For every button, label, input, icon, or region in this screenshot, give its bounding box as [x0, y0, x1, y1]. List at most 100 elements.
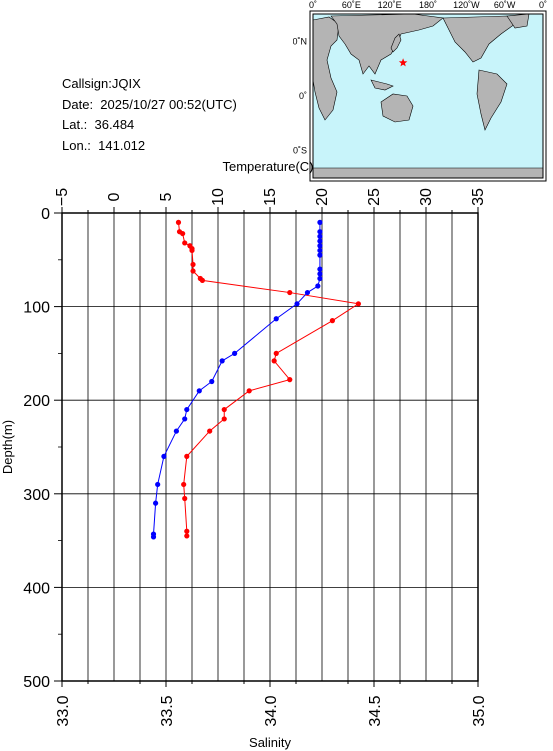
map-land	[312, 13, 544, 179]
depth-tick-label: 100	[23, 300, 50, 317]
latitude-text: Lat.: 36.484	[62, 117, 135, 132]
temperature-tick-label: 10	[210, 188, 227, 206]
depth-axis-title: Depth(m)	[0, 420, 15, 474]
salinity-point	[219, 358, 225, 364]
salinity-tick-label: 33.5	[159, 695, 176, 726]
temperature-point	[221, 406, 227, 413]
temperature-point	[189, 247, 195, 254]
temperature-point	[221, 416, 227, 422]
salinity-tick-label: 34.0	[263, 695, 280, 726]
temperature-tick-label: −5	[54, 188, 71, 206]
temperature-tick-label: 0	[106, 192, 123, 201]
temperature-point	[181, 481, 187, 488]
salinity-point	[317, 233, 323, 239]
depth-tick-label: 200	[23, 393, 50, 410]
map-latitude-label: 60˚N	[293, 36, 307, 46]
salinity-point	[294, 301, 300, 307]
salinity-point	[155, 481, 161, 488]
salinity-point	[317, 271, 323, 277]
land-asia	[330, 13, 444, 75]
temperature-line	[177, 222, 360, 536]
date-text: Date: 2025/10/27 00:52(UTC)	[62, 96, 237, 112]
series-layer	[150, 219, 361, 540]
temperature-point	[246, 388, 252, 394]
depth-axis-ticks: 0 100 200 300 400 500	[23, 206, 62, 691]
temperature-point	[184, 533, 190, 539]
map-longitude-label: 120˚W	[453, 0, 480, 10]
map-longitude-label: 60˚W	[494, 0, 516, 10]
temperature-tick-label: 30	[418, 188, 435, 206]
salinity-point	[317, 238, 323, 244]
map-longitude-labels: 0˚ 60˚E 120˚E 180˚ 120˚W 60˚W 0˚	[309, 0, 547, 10]
salinity-axis-title: Salinity	[249, 735, 291, 750]
salinity-point	[209, 378, 215, 385]
temperature-point	[355, 301, 361, 307]
map-latitude-labels: 60˚N 0˚ 60˚S	[293, 36, 307, 155]
salinity-point	[184, 406, 190, 413]
land-japan	[390, 33, 402, 53]
longitude-text: Lon.: 141.012	[62, 137, 146, 153]
salinity-point	[232, 350, 238, 356]
cast-info: Callsign:JQIX Date: 2025/10/27 00:52(UTC…	[62, 74, 237, 156]
temperature-tick-label: 20	[314, 188, 331, 206]
temperature-axis-title: Temperature(C)	[222, 159, 313, 174]
temperature-point	[329, 318, 335, 324]
salinity-point	[317, 243, 323, 249]
salinity-tick-label: 35.0	[471, 695, 488, 726]
salinity-line	[153, 222, 321, 537]
map-latitude-label: 0˚	[299, 91, 307, 101]
location-star-icon	[398, 58, 408, 67]
salinity-point	[182, 416, 188, 422]
salinity-point	[317, 266, 323, 272]
salinity-tick-label: 34.5	[367, 695, 384, 726]
depth-tick-label: 400	[23, 580, 50, 597]
salinity-point	[317, 247, 323, 254]
salinity-point	[304, 289, 311, 296]
salinity-point	[196, 388, 202, 394]
temperature-point	[184, 453, 190, 459]
temperature-axis-ticks: −5 0 5 10 15 20 25 30 35	[54, 188, 487, 213]
map-longitude-label: 180˚	[419, 0, 437, 10]
temperature-point	[287, 289, 293, 296]
salinity-point	[317, 275, 323, 282]
temperature-point	[190, 261, 196, 268]
location-map: 0˚ 60˚E 120˚E 180˚ 120˚W 60˚W 0˚ 60˚N 0˚ 60˚S	[293, 0, 547, 182]
salinity-point	[173, 428, 179, 434]
temperature-point	[184, 528, 190, 534]
temperature-point	[199, 277, 205, 283]
map-longitude-label: 120˚E	[378, 0, 402, 10]
temperature-tick-label: 15	[262, 188, 279, 206]
map-longitude-label: 60˚E	[342, 0, 361, 10]
salinity-point	[315, 283, 321, 289]
land-indonesia	[370, 79, 394, 91]
salinity-point	[273, 316, 279, 322]
salinity-tick-label: 33.0	[55, 695, 72, 726]
temperature-tick-label: 5	[158, 192, 175, 201]
callsign-text: Callsign:JQIX	[62, 76, 141, 91]
temperature-point	[273, 350, 279, 356]
temperature-point	[207, 428, 213, 434]
map-latitude-label: 60˚S	[293, 146, 307, 156]
chart-grid	[62, 213, 478, 681]
depth-tick-label: 300	[23, 487, 50, 504]
salinity-point	[161, 453, 167, 459]
salinity-point	[153, 500, 159, 506]
salinity-point	[150, 534, 157, 540]
temperature-point	[287, 377, 293, 383]
temperature-point	[271, 358, 277, 364]
temperature-point	[190, 268, 196, 274]
land-greenland	[506, 13, 530, 29]
map-frame	[309, 10, 547, 182]
temperature-series	[175, 219, 361, 539]
depth-tick-label: 500	[23, 674, 50, 691]
salinity-series	[150, 219, 323, 540]
temperature-tick-label: 35	[470, 188, 487, 206]
salinity-point	[317, 219, 323, 225]
land-australia	[380, 93, 414, 123]
temperature-point	[175, 219, 182, 225]
depth-tick-label: 0	[41, 206, 50, 223]
map-longitude-label: 0˚	[539, 0, 547, 10]
temperature-tick-label: 25	[366, 188, 383, 206]
salinity-point	[317, 229, 323, 235]
